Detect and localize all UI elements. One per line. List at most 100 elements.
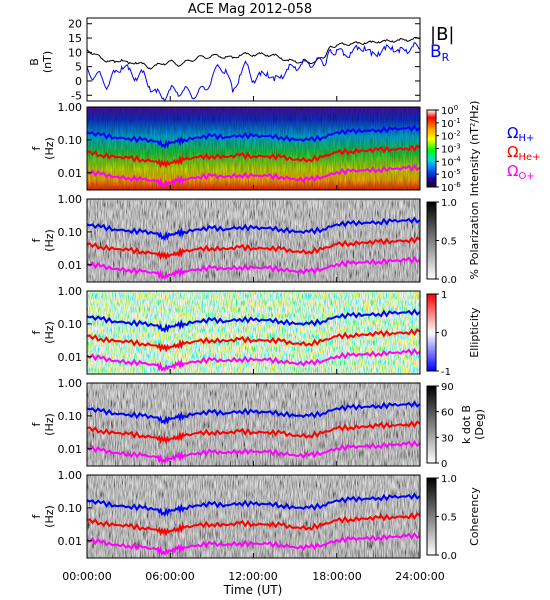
y-tick-label: 0.10 [58,410,83,423]
colorbar-tick-label: 1 [441,290,447,301]
y-axis-label: f [30,421,43,426]
y-tick-label: 0.01 [58,443,83,456]
colorbar-tick-label: 90 [441,382,454,393]
panel1-ylabel-b: B [28,58,41,66]
colorbar [426,293,437,372]
legend-b-magnitude: |B| [430,24,454,45]
gyrofrequency-line [87,255,420,280]
y-tick-label: 0.01 [58,259,83,272]
y-tick-label: 5 [75,61,82,74]
colorbar-tick-label: 100 [441,104,458,117]
gyrofrequency-line [87,512,420,537]
gyrofrequency-line [87,492,420,517]
panel-ellipticity: 1.00 0.10 0.01 f (Hz) 1 0 -1 Ellipticity [30,285,481,378]
y-tick-label: 20 [68,18,82,31]
y-tick-label: 1.00 [58,101,83,114]
y-axis-label: f [30,145,43,150]
y-tick-label: 0.10 [58,318,83,331]
gyrofrequency-line [87,216,420,241]
colorbar-tick-label: 10-4 [441,155,461,168]
y-axis-label: (Hz) [43,229,56,252]
colorbar [426,201,437,280]
x-axis-title: Time (UT) [223,583,283,597]
gyrofrequency-line [87,124,420,149]
colorbar-tick-label: 10-2 [441,130,461,143]
y-axis-label: f [30,237,43,242]
series-line-b-magnitude [86,36,421,70]
y-tick-label: 10 [68,46,82,59]
x-tick-label: 18:00:00 [312,570,361,583]
colorbar-tick-label: 10-6 [441,181,461,194]
y-axis-label: (Hz) [43,505,56,528]
y-axis-label: f [30,329,43,334]
colorbar [426,109,437,188]
colorbar-tick-label: 0.0 [441,275,457,286]
y-axis-label: (Hz) [43,321,56,344]
y-tick-label: 1.00 [58,193,83,206]
y-axis-label: (Hz) [43,413,56,436]
gyrofrequency-line [87,163,420,188]
panel-polarization: 1.00 0.10 0.01 f (Hz) 1.0 0.5 0.0 % Polarization [30,193,481,286]
panel1-ylabel-unit: (nT) [41,51,54,73]
colorbar-tick-label: 1.0 [441,198,457,209]
gyrofrequency-line [87,308,420,333]
y-tick-label: 1.00 [58,285,83,298]
y-tick-label: 0.10 [58,226,83,239]
x-tick-label: 06:00:00 [145,570,194,583]
legend-omega-he: ΩHe+ [507,143,541,163]
legend-b-radial: BR [430,42,450,64]
y-axis-label: f [30,513,43,518]
gyrofrequency-line [87,328,420,353]
figure-title: ACE Mag 2012-058 [188,2,312,17]
colorbar-label: Ellipticity [468,307,481,358]
y-tick-label: 0.01 [58,167,83,180]
y-tick-label: 15 [68,32,82,45]
legend-omega-o: ΩO+ [507,162,535,182]
colorbar [426,385,437,464]
x-axis: 00:00:00 06:00:00 12:00:00 18:00:00 24:0… [62,570,444,597]
colorbar-tick-label: 30 [441,433,454,444]
gyrofrequency-line [87,531,420,556]
gyrofrequency-line [87,236,420,261]
gyrofrequency-line [87,420,420,445]
gyrofrequency-line [87,400,420,425]
series-line-b-radial [86,42,421,103]
colorbar [426,477,437,556]
colorbar-tick-label: 10-5 [441,168,461,181]
panel-intensity: 1.00 0.10 0.01 f (Hz) 10010-110-210-310-410-5… [30,101,481,197]
gyrofrequency-line [87,144,420,169]
gyrofrequency-line [87,347,420,372]
colorbar-label: Intensity (nT²/Hz) [468,101,481,197]
colorbar-label: (Deg) [473,409,486,440]
x-tick-label: 24:00:00 [395,570,444,583]
x-tick-label: 00:00:00 [62,570,111,583]
colorbar-label: Coherency [468,487,481,546]
colorbar-label: % Polarization [468,202,481,280]
y-axis-label: (Hz) [43,137,56,160]
y-tick-label: 0.10 [58,502,83,515]
y-tick-label: 1.00 [58,377,83,390]
x-tick-label: 12:00:00 [228,570,277,583]
y-tick-label: -5 [71,89,82,102]
gyrofrequency-line [87,439,420,464]
y-tick-label: 0.10 [58,134,83,147]
colorbar-tick-label: 0.0 [441,551,457,562]
colorbar-tick-label: 0 [441,329,447,340]
gyrofrequency-legend: ΩH+ ΩHe+ ΩO+ [507,124,541,182]
colorbar-tick-label: 1.0 [441,474,457,485]
y-tick-label: 1.00 [58,469,83,482]
colorbar-tick-label: 10-1 [441,117,461,130]
panel-wave-normal-angle: 1.00 0.10 0.01 f (Hz) 90 60 30 0 k dot B (Deg) [30,377,486,470]
y-tick-label: 0 [75,75,82,88]
y-tick-label: 0.01 [58,535,83,548]
colorbar-tick-label: -1 [441,367,451,378]
colorbar-tick-label: 60 [441,408,454,419]
colorbar-tick-label: 10-3 [441,143,461,156]
colorbar-label: k dot B [460,405,473,444]
colorbar-tick-label: 0.5 [441,513,457,524]
legend-omega-h: ΩH+ [507,124,534,144]
colorbar-tick-label: 0 [441,459,447,470]
colorbar-tick-label: 0.5 [441,237,457,248]
